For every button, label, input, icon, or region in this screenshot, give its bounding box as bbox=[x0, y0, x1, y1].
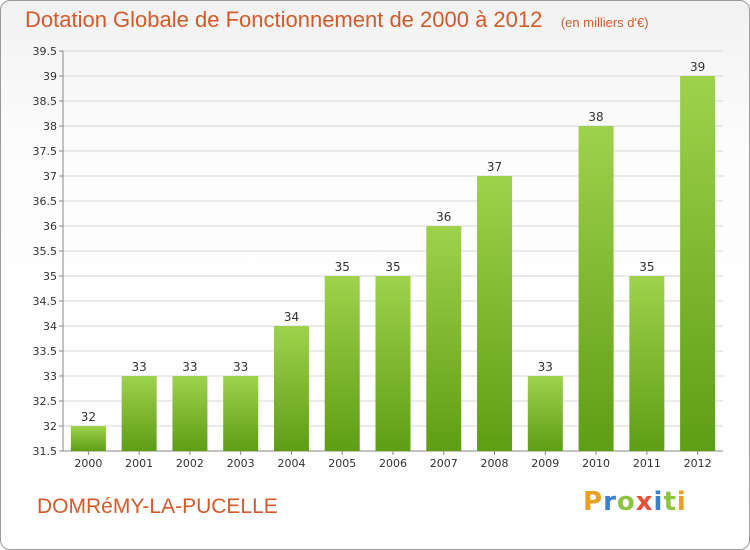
y-tick-label: 38.5 bbox=[33, 95, 58, 108]
y-tick-label: 39.5 bbox=[33, 45, 58, 58]
bar-2006 bbox=[375, 276, 411, 451]
bar-2002 bbox=[172, 376, 208, 451]
y-tick-label: 35 bbox=[43, 270, 57, 283]
bar-2003 bbox=[223, 376, 259, 451]
value-label-2008: 37 bbox=[487, 160, 502, 174]
proxiti-logo: Proxiti bbox=[583, 487, 687, 517]
value-label-2000: 32 bbox=[81, 410, 96, 424]
commune-name: DOMRéMY-LA-PUCELLE bbox=[37, 495, 278, 518]
y-tick-label: 33 bbox=[43, 370, 57, 383]
bar-2008 bbox=[477, 176, 513, 451]
bars bbox=[70, 76, 716, 451]
value-label-2003: 33 bbox=[233, 360, 248, 374]
y-tick-label: 31.5 bbox=[33, 445, 58, 458]
value-label-2005: 35 bbox=[335, 260, 350, 274]
bar-2004 bbox=[273, 326, 309, 451]
y-tick-label: 37 bbox=[43, 170, 57, 183]
bar-2011 bbox=[629, 276, 665, 451]
value-label-2009: 33 bbox=[538, 360, 553, 374]
bar-2001 bbox=[121, 376, 157, 451]
x-tick-label-2012: 2012 bbox=[684, 457, 712, 470]
value-label-2004: 34 bbox=[284, 310, 299, 324]
y-tick-label: 33.5 bbox=[33, 345, 58, 358]
bar-2012 bbox=[680, 76, 716, 451]
y-tick-label: 38 bbox=[43, 120, 57, 133]
x-tick-label-2001: 2001 bbox=[125, 457, 153, 470]
logo-letter: i bbox=[653, 487, 664, 517]
x-axis-ticks: 2000 2001 2002 2003 2004 2005 2006 2007 2008 2009… bbox=[74, 451, 712, 470]
x-tick-label-2011: 2011 bbox=[633, 457, 661, 470]
value-label-2012: 39 bbox=[690, 60, 705, 74]
logo-letter: t bbox=[663, 487, 677, 517]
y-tick-label: 35.5 bbox=[33, 245, 58, 258]
value-label-2001: 33 bbox=[132, 360, 147, 374]
chart-title-block: Dotation Globale de Fonctionnement de 20… bbox=[25, 7, 649, 33]
y-tick-label: 34.5 bbox=[33, 295, 58, 308]
y-tick-label: 39 bbox=[43, 70, 57, 83]
logo-letter: r bbox=[603, 487, 617, 517]
x-tick-label-2003: 2003 bbox=[227, 457, 255, 470]
logo-letter: i bbox=[676, 487, 687, 517]
x-tick-label-2009: 2009 bbox=[531, 457, 559, 470]
bar-2009 bbox=[527, 376, 563, 451]
value-label-2007: 36 bbox=[436, 210, 451, 224]
x-tick-label-2005: 2005 bbox=[328, 457, 356, 470]
y-tick-label: 34 bbox=[43, 320, 57, 333]
y-tick-label: 32.5 bbox=[33, 395, 58, 408]
chart-unit: (en milliers d'€) bbox=[560, 15, 649, 30]
logo-letter: P bbox=[583, 487, 604, 517]
y-tick-label: 37.5 bbox=[33, 145, 58, 158]
value-labels: 32 33 33 33 34 35 35 36 37 33 38 35 39 bbox=[81, 60, 706, 424]
y-axis-ticks: 31.5 32 32.5 33 33.5 34 34.5 35 35.5 36 36.5 37 37.5… bbox=[33, 45, 63, 458]
bar-2010 bbox=[578, 126, 614, 451]
x-tick-label-2004: 2004 bbox=[277, 457, 305, 470]
value-label-2002: 33 bbox=[182, 360, 197, 374]
value-label-2011: 35 bbox=[639, 260, 654, 274]
bar-2005 bbox=[324, 276, 360, 451]
x-tick-label-2002: 2002 bbox=[176, 457, 204, 470]
logo-letter: o bbox=[616, 487, 636, 517]
y-tick-label: 36 bbox=[43, 220, 57, 233]
y-tick-label: 32 bbox=[43, 420, 57, 433]
x-tick-label-2010: 2010 bbox=[582, 457, 610, 470]
bar-2000 bbox=[70, 426, 106, 451]
x-tick-label-2006: 2006 bbox=[379, 457, 407, 470]
value-label-2006: 35 bbox=[385, 260, 400, 274]
x-tick-label-2000: 2000 bbox=[74, 457, 102, 470]
x-tick-label-2008: 2008 bbox=[481, 457, 509, 470]
y-tick-label: 36.5 bbox=[33, 195, 58, 208]
value-label-2010: 38 bbox=[588, 110, 603, 124]
x-tick-label-2007: 2007 bbox=[430, 457, 458, 470]
chart-title: Dotation Globale de Fonctionnement de 20… bbox=[25, 7, 543, 32]
bar-2007 bbox=[426, 226, 462, 451]
logo-letter: x bbox=[635, 487, 654, 517]
